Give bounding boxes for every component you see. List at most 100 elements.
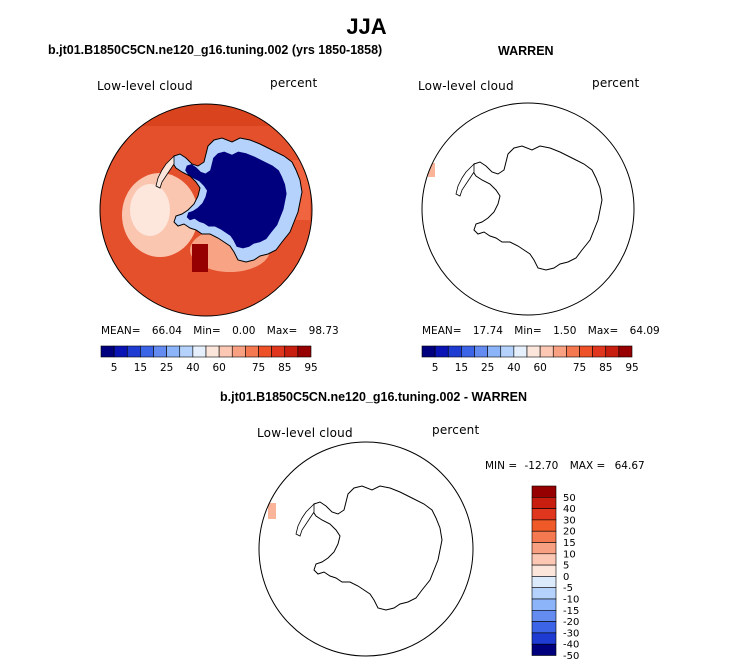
colorbar-2-swatch	[605, 345, 620, 358]
panel-1-min-value: 0.00	[232, 325, 256, 337]
colorbar-2-tick-label: 5	[432, 362, 439, 374]
colorbar-3-swatch	[531, 530, 557, 543]
panel-1-units-label: percent	[270, 76, 318, 90]
colorbar-1-tick-label: 40	[186, 362, 199, 374]
colorbar-3-tick-label: -40	[563, 640, 579, 651]
colorbar-2-swatch	[447, 345, 462, 358]
panel-2-map-boundary	[421, 102, 635, 316]
colorbar-1-swatch	[218, 345, 233, 358]
colorbar-1-swatch	[205, 345, 220, 358]
colorbar-1-swatch	[153, 345, 167, 358]
colorbar-1-tick-label: 85	[278, 362, 291, 374]
colorbar-3-swatch	[531, 485, 557, 498]
colorbar-3-tick-label: -50	[563, 651, 579, 662]
panel-1-max-label: Max=	[266, 325, 298, 337]
panel-2-min-value: 1.50	[553, 325, 577, 337]
panel-1-mean-label: MEAN=	[101, 325, 141, 337]
colorbar-2-swatch	[592, 345, 607, 358]
colorbar-1-tick-label: 60	[212, 362, 225, 374]
panel-3-max-label: MAX =	[569, 460, 606, 472]
panel-2-mean-value: 17.74	[472, 325, 503, 337]
panel-3-title: b.jt01.B1850C5CN.ne120_g16.tuning.002 - …	[220, 390, 528, 404]
colorbar-3-swatch	[531, 643, 557, 656]
panel-3-diff-patch	[268, 503, 276, 519]
colorbar-1-swatch	[231, 345, 246, 358]
colorbar-1-tick-label: 15	[134, 362, 147, 374]
colorbar-3-tick-label: 10	[563, 549, 576, 560]
panel-1-sea-ice-core	[130, 184, 170, 236]
panel-2-colorbar: 5 15 25 40 60 75 85 95	[421, 345, 639, 374]
colorbar-2-swatch	[421, 345, 436, 358]
colorbar-1-tick-label: 95	[304, 362, 317, 374]
panel-1-max-value: 98.73	[308, 325, 339, 337]
panel-2-map	[421, 102, 635, 316]
colorbar-1-swatch	[192, 345, 207, 358]
colorbar-3-tick-label: 15	[563, 538, 576, 549]
colorbar-3-swatch	[531, 587, 557, 600]
colorbar-3-swatch	[531, 621, 557, 634]
colorbar-3-tick-label: 30	[563, 515, 576, 526]
colorbar-2-swatch	[434, 345, 449, 358]
colorbar-1-swatch	[166, 345, 181, 358]
colorbar-3-swatch	[531, 632, 557, 645]
colorbar-2-tick-label: 85	[599, 362, 612, 374]
colorbar-2-swatch	[539, 345, 554, 358]
panel-2-min-label: Min=	[514, 325, 542, 337]
colorbar-2-swatch	[526, 345, 541, 358]
colorbar-2-tick-label: 15	[455, 362, 468, 374]
panel-1-cloud-band-north	[100, 104, 312, 126]
colorbar-3-tick-label: -15	[563, 606, 579, 617]
panel-3-units-label: percent	[432, 423, 480, 437]
colorbar-3-swatch	[531, 598, 557, 611]
panel-1-mean-value: 66.04	[151, 325, 182, 337]
colorbar-2-tick-label: 75	[573, 362, 586, 374]
colorbar-2-swatch	[618, 345, 633, 358]
colorbar-3-tick-label: 50	[563, 493, 576, 504]
colorbar-3-swatch	[531, 496, 557, 509]
panel-3-min-value: -12.70	[524, 460, 559, 472]
colorbar-1-swatch	[258, 345, 272, 358]
colorbar-2-tick-label: 40	[507, 362, 520, 374]
colorbar-3-swatch	[531, 609, 557, 622]
colorbar-3-swatch	[531, 553, 557, 566]
panel-3-variable-label: Low-level cloud	[257, 426, 353, 440]
colorbar-1-swatch	[284, 345, 299, 358]
colorbar-1-tick-label: 5	[111, 362, 118, 374]
colorbar-2-swatch	[474, 345, 488, 358]
colorbar-3-tick-label: 0	[563, 572, 569, 583]
colorbar-2-swatch	[579, 345, 593, 358]
colorbar-2-swatch	[552, 345, 567, 358]
panel-1-variable-label: Low-level cloud	[97, 79, 193, 93]
colorbar-1-swatch	[297, 345, 312, 358]
colorbar-3-tick-label: 40	[563, 504, 576, 515]
panel-2-max-label: Max=	[587, 325, 619, 337]
panel-2-mean-label: MEAN=	[422, 325, 462, 337]
panel-1-map	[99, 103, 313, 317]
page-title: JJA	[346, 14, 387, 39]
colorbar-3-tick-label: -20	[563, 617, 579, 628]
panel-1-stats: MEAN= 66.04 Min= 0.00 Max= 98.73	[101, 325, 339, 337]
panel-3-max-value: 64.67	[614, 460, 645, 472]
panel-1-map-boundary	[99, 103, 313, 317]
colorbar-1-tick-label: 75	[252, 362, 265, 374]
colorbar-3-swatch	[531, 576, 557, 589]
colorbar-1-tick-label: 25	[160, 362, 173, 374]
panel-2-title: WARREN	[498, 44, 554, 58]
colorbar-1-swatch	[179, 345, 194, 358]
colorbar-2-swatch	[487, 345, 502, 358]
panel-1-colorbar: 5 15 25 40 60 75 85 95	[100, 345, 318, 374]
panel-3-stats: MIN = -12.70 MAX = 64.67	[485, 460, 645, 472]
panel-3-map-boundary	[258, 441, 474, 657]
colorbar-2-swatch	[566, 345, 580, 358]
colorbar-1-swatch	[245, 345, 259, 358]
panel-3-map	[258, 441, 474, 657]
colorbar-3-tick-label: -5	[563, 583, 573, 594]
colorbar-2-swatch	[461, 345, 475, 358]
colorbar-3-tick-label: -30	[563, 628, 579, 639]
colorbar-3-swatch	[531, 519, 557, 532]
colorbar-3-tick-label: 20	[563, 527, 576, 538]
panel-2-max-value: 64.09	[629, 325, 660, 337]
colorbar-3-tick-label: 5	[563, 561, 569, 572]
